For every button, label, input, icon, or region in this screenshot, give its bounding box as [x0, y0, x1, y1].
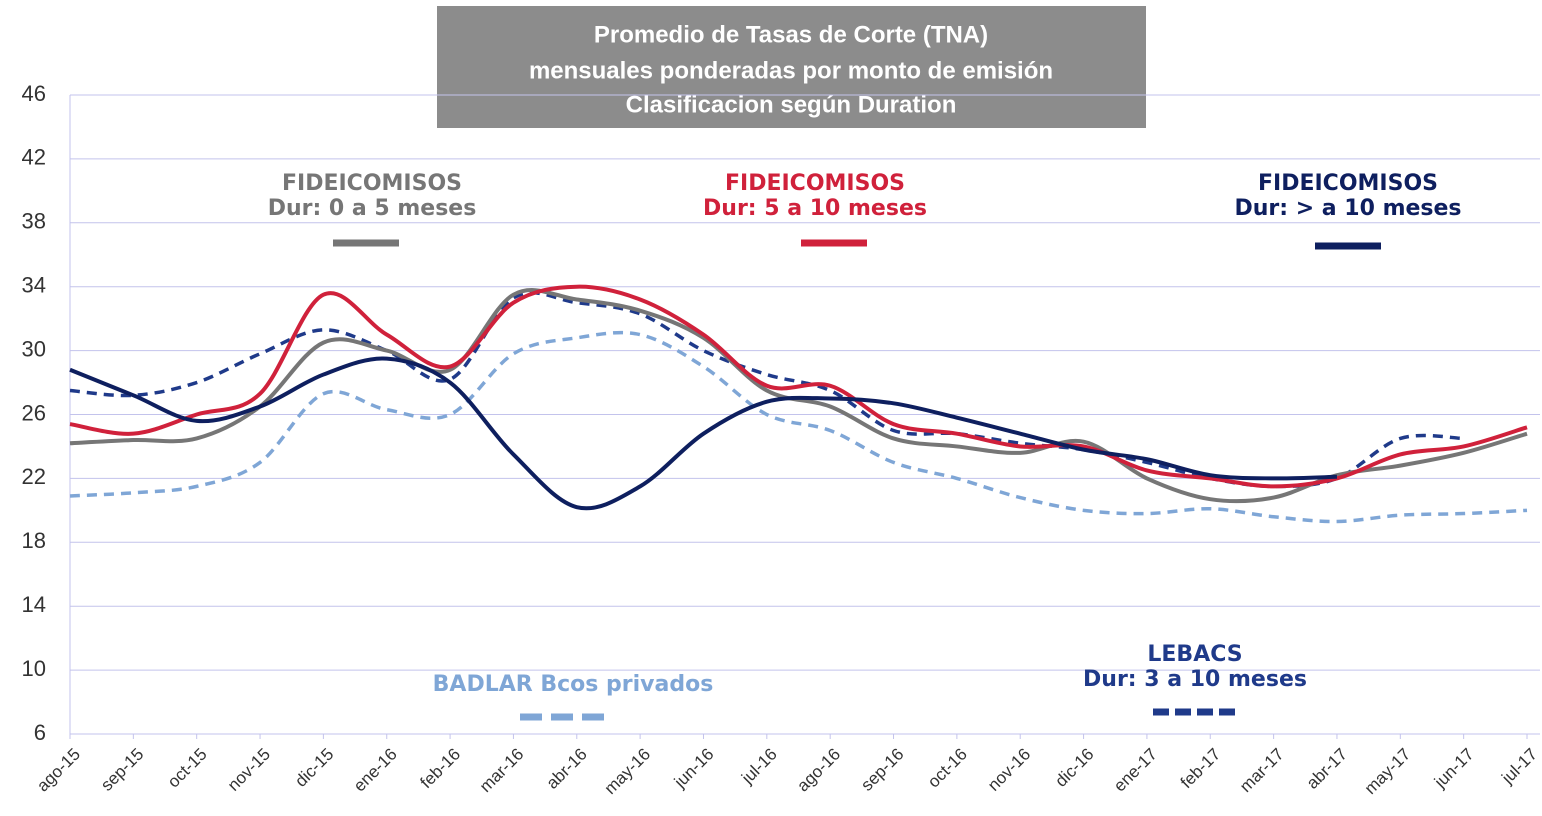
series-line: [69, 356, 1338, 511]
legend-label: Dur: > a 10 meses: [1234, 196, 1461, 221]
y-tick-label: 34: [22, 273, 46, 298]
y-tick-label: 6: [34, 720, 46, 745]
x-tick-label: nov-16: [984, 745, 1034, 795]
y-tick-label: 10: [22, 656, 46, 681]
y-tick-label: 22: [22, 464, 46, 489]
x-tick-label: oct-15: [164, 745, 211, 792]
legend-label: Dur: 0 a 5 meses: [268, 196, 477, 221]
chart-title: mensuales ponderadas por monto de emisió…: [529, 57, 1053, 84]
y-tick-label: 18: [22, 528, 46, 553]
x-tick-label: abr-16: [543, 745, 591, 793]
x-tick-label: mar-17: [1236, 745, 1288, 797]
x-tick-label: jul-17: [1497, 745, 1541, 789]
series-line: [69, 330, 1528, 524]
x-tick-label: ago-15: [33, 745, 84, 796]
y-tick-label: 30: [22, 336, 46, 361]
series-line: [69, 288, 1528, 504]
x-tick-label: sep-16: [857, 745, 907, 795]
x-tick-label: ene-16: [350, 745, 401, 796]
legend-label: LEBACS: [1147, 642, 1242, 667]
x-tick-label: oct-16: [924, 745, 971, 792]
y-tick-label: 46: [22, 81, 46, 106]
x-tick-label: abr-17: [1303, 745, 1351, 793]
x-tick-label: feb-16: [417, 745, 465, 793]
x-tick-label: may-17: [1361, 745, 1415, 799]
legend-label: Dur: 3 a 10 meses: [1083, 667, 1307, 692]
x-tick-label: ago-16: [793, 745, 844, 796]
title-box: [437, 6, 1146, 128]
x-tick-label: jun-16: [670, 745, 718, 793]
x-tick-label: dic-16: [1051, 745, 1097, 791]
y-tick-label: 14: [22, 592, 46, 617]
legend-label: FIDEICOMISOS: [725, 171, 905, 196]
legend-label: FIDEICOMISOS: [1258, 171, 1438, 196]
y-tick-label: 42: [22, 145, 46, 170]
x-tick-label: jul-16: [737, 745, 781, 789]
x-tick-label: dic-15: [291, 745, 337, 791]
chart-title: Promedio de Tasas de Corte (TNA): [594, 21, 988, 48]
x-tick-label: feb-17: [1177, 745, 1225, 793]
y-tick-label: 38: [22, 209, 46, 234]
legend-label: FIDEICOMISOS: [282, 171, 462, 196]
x-tick-label: may-16: [601, 745, 655, 799]
legend-label: BADLAR Bcos privados: [433, 672, 714, 697]
x-tick-label: jun-17: [1430, 745, 1478, 793]
legend-label: Dur: 5 a 10 meses: [703, 196, 927, 221]
chart-title: Clasificacion según Duration: [626, 91, 957, 118]
x-tick-label: nov-15: [224, 745, 274, 795]
x-tick-label: ene-17: [1110, 745, 1161, 796]
y-tick-label: 26: [22, 400, 46, 425]
x-tick-label: mar-16: [476, 745, 528, 797]
x-tick-label: sep-15: [97, 745, 147, 795]
series-line: [69, 284, 1528, 489]
